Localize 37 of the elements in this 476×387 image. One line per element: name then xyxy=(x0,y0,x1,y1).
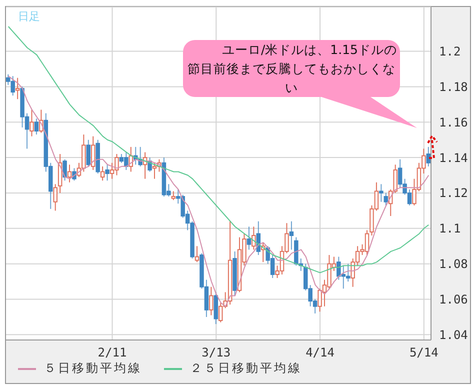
y-tick-label: 1.04 xyxy=(439,328,468,342)
candlestick xyxy=(252,226,256,250)
y-tick-label: 1.12 xyxy=(439,186,468,200)
candlestick xyxy=(86,139,91,167)
candlestick xyxy=(209,286,214,316)
y-tick-label: 1.18 xyxy=(439,80,468,94)
candlestick xyxy=(105,164,110,182)
candlestick xyxy=(91,136,96,170)
x-tick-label: 2/11 xyxy=(98,346,127,360)
candlestick xyxy=(15,77,20,100)
candlestick xyxy=(246,226,252,250)
y-tick-label: 1.1 xyxy=(439,222,461,236)
legend-label: ５日移動平均線 xyxy=(44,360,142,377)
annotation: ユーロ/米ドルは、1.15ドルの節目前後まで反騰してもおかしくない xyxy=(184,40,398,97)
candlestick xyxy=(289,220,294,250)
candlestick xyxy=(67,164,72,183)
candlestick xyxy=(426,146,431,167)
x-tick-label: 4/14 xyxy=(306,346,334,360)
x-tick-label: 5/14 xyxy=(409,346,438,360)
candlestick xyxy=(384,192,388,206)
y-tick-label: 1.08 xyxy=(439,257,468,272)
candlestick xyxy=(62,158,67,182)
y-tick-label: 1.2 xyxy=(439,44,461,59)
candlestick xyxy=(194,246,200,263)
candlestick xyxy=(379,184,384,202)
y-tick-label: 1.16 xyxy=(439,115,468,130)
line-series xyxy=(8,76,430,307)
candlestick xyxy=(34,118,39,136)
candlestick xyxy=(214,292,218,325)
candlestick xyxy=(30,109,34,137)
legend-label: ２５日移動平均線 xyxy=(190,360,302,377)
x-tick-label: 3/13 xyxy=(202,346,231,360)
annotation: 日足 xyxy=(18,9,40,24)
candlestick xyxy=(100,166,105,182)
y-tick-label: 1.14 xyxy=(439,150,468,165)
candlestick xyxy=(53,184,58,212)
y-tick-label: 1.06 xyxy=(439,292,468,307)
